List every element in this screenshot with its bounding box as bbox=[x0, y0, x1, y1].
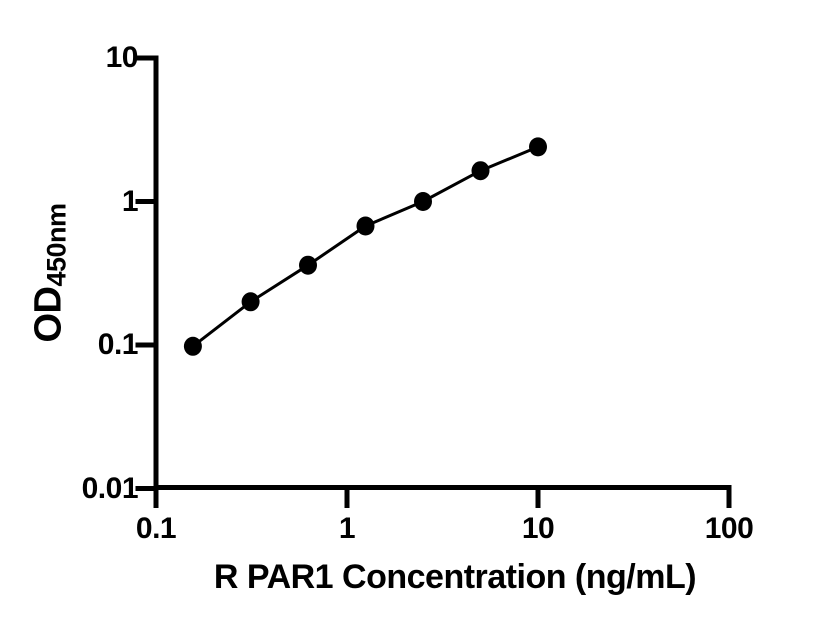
x-tick-label-1: 1 bbox=[338, 512, 356, 545]
x-tick-label-3: 100 bbox=[704, 512, 754, 545]
data-point-marker bbox=[183, 336, 202, 356]
data-point-marker bbox=[529, 137, 547, 157]
data-point-marker bbox=[299, 255, 317, 275]
y-tick-label-0: 10 bbox=[105, 41, 139, 74]
data-point-marker bbox=[471, 161, 490, 181]
y-axis-title-main: OD bbox=[27, 286, 70, 343]
x-tick-label-0: 0.1 bbox=[135, 512, 177, 545]
y-axis-title-subscript: 450nm bbox=[41, 203, 72, 287]
data-point-marker bbox=[414, 192, 432, 211]
data-point-marker bbox=[356, 216, 375, 236]
y-tick-label-3: 0.01 bbox=[81, 471, 139, 505]
x-tick-label-2: 10 bbox=[521, 512, 555, 545]
y-tick-label-1: 1 bbox=[121, 184, 139, 218]
y-tick-label-2: 0.1 bbox=[97, 328, 139, 361]
y-axis-title: OD450nm bbox=[28, 203, 73, 342]
data-point-marker bbox=[241, 292, 260, 312]
x-axis-title: R PAR1 Concentration (ng/mL) bbox=[213, 558, 697, 596]
